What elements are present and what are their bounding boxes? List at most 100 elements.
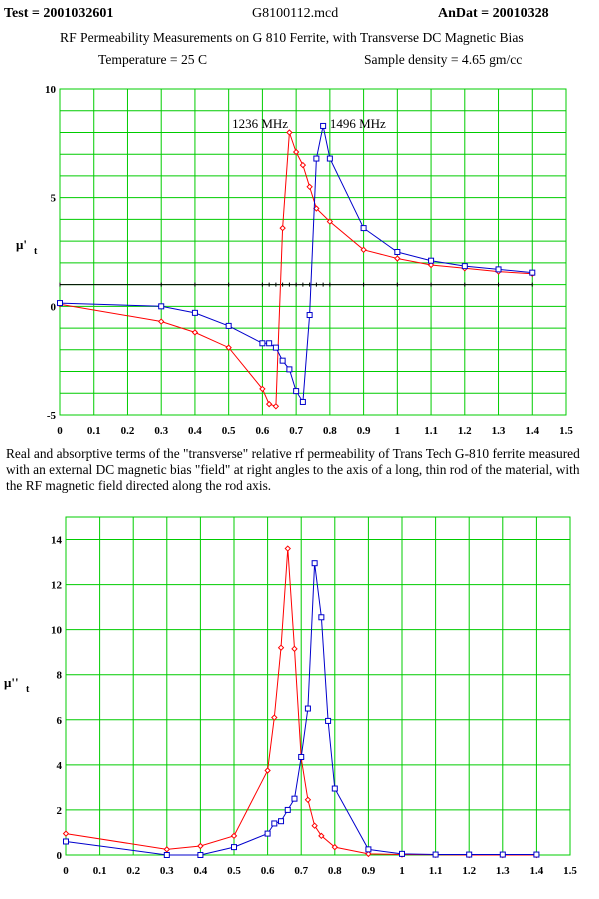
data-point-blue bbox=[284, 806, 291, 813]
data-point-blue bbox=[499, 851, 506, 858]
data-point-blue bbox=[466, 851, 473, 858]
x-tick-label: 1 bbox=[399, 865, 405, 877]
x-tick-label: 0 bbox=[57, 425, 63, 437]
temperature-label: Temperature = 25 C bbox=[98, 52, 208, 67]
y-tick-label: 14 bbox=[51, 535, 63, 547]
data-point-blue bbox=[191, 309, 198, 316]
data-point-red bbox=[157, 318, 165, 325]
density-label: Sample density = 4.65 gm/cc bbox=[364, 52, 523, 67]
y-tick-label: 12 bbox=[51, 580, 63, 592]
y-axis-label: μ' bbox=[16, 237, 27, 252]
x-tick-label: 0.5 bbox=[222, 425, 236, 437]
data-point-red bbox=[265, 400, 273, 408]
data-point-blue bbox=[360, 225, 367, 232]
test-id: Test = 2001032601 bbox=[4, 6, 114, 21]
data-point-blue bbox=[399, 850, 405, 857]
data-point-blue bbox=[331, 785, 338, 792]
data-point-blue bbox=[495, 266, 502, 273]
data-point-blue bbox=[266, 340, 273, 347]
data-point-red bbox=[264, 767, 271, 774]
data-point-blue bbox=[231, 844, 237, 851]
data-point-red bbox=[331, 843, 339, 851]
data-point-blue bbox=[271, 820, 278, 827]
data-point-blue bbox=[313, 155, 320, 162]
data-point-red bbox=[286, 129, 293, 136]
x-tick-label: 1 bbox=[395, 425, 401, 437]
data-point-red bbox=[360, 246, 367, 254]
data-point-red bbox=[427, 261, 435, 269]
data-point-red bbox=[299, 161, 307, 169]
figure-caption: Real and absorptive terms of the "transv… bbox=[6, 446, 580, 493]
x-tick-label: 1.1 bbox=[429, 865, 443, 877]
data-point-blue bbox=[293, 388, 300, 395]
x-tick-label: 0.6 bbox=[261, 865, 275, 877]
data-point-blue bbox=[318, 614, 325, 621]
data-point-red bbox=[62, 830, 70, 837]
x-tick-label: 0.6 bbox=[256, 425, 270, 437]
peak-annotation: 1496 MHz bbox=[330, 116, 386, 131]
data-point-blue bbox=[158, 303, 165, 310]
data-point-red bbox=[318, 832, 325, 840]
data-point-red bbox=[277, 644, 285, 651]
x-tick-label: 0.4 bbox=[194, 865, 208, 877]
data-point-red bbox=[365, 850, 372, 858]
data-point-red bbox=[163, 846, 171, 853]
data-point-red bbox=[191, 329, 199, 336]
peak-annotation: 1236 MHz bbox=[232, 116, 288, 131]
x-tick-label: 0.1 bbox=[93, 865, 107, 877]
x-tick-label: 1.3 bbox=[492, 425, 506, 437]
x-tick-label: 1.4 bbox=[530, 865, 544, 877]
file-name: G8100112.mcd bbox=[252, 6, 339, 21]
data-point-blue bbox=[428, 257, 435, 264]
page-title: RF Permeability Measurements on G 810 Fe… bbox=[60, 30, 524, 45]
data-point-blue bbox=[326, 155, 333, 162]
x-tick-label: 0.9 bbox=[357, 425, 371, 437]
data-point-red bbox=[304, 796, 312, 804]
data-point-blue bbox=[311, 560, 318, 567]
y-tick-label: 2 bbox=[57, 805, 63, 817]
data-point-red bbox=[259, 385, 266, 393]
data-point-blue bbox=[259, 340, 266, 347]
data-point-blue bbox=[272, 344, 279, 351]
data-point-red bbox=[197, 842, 204, 850]
x-tick-label: 0.8 bbox=[328, 865, 342, 877]
data-point-blue bbox=[432, 851, 439, 858]
data-point-blue bbox=[279, 357, 286, 364]
y-tick-label: 0 bbox=[57, 850, 63, 862]
series-red-line bbox=[59, 132, 533, 407]
data-point-red bbox=[271, 714, 278, 721]
y-tick-label: 8 bbox=[57, 670, 63, 682]
x-tick-label: 0.3 bbox=[160, 865, 174, 877]
x-tick-label: 1.2 bbox=[458, 425, 472, 437]
data-point-blue bbox=[320, 122, 327, 129]
x-tick-label: 0.2 bbox=[126, 865, 140, 877]
x-tick-label: 1.4 bbox=[525, 425, 539, 437]
data-point-blue bbox=[306, 312, 313, 319]
data-point-red bbox=[272, 403, 280, 410]
data-point-red bbox=[306, 183, 313, 191]
x-tick-label: 0.7 bbox=[294, 865, 308, 877]
y-tick-label: 6 bbox=[57, 715, 63, 727]
data-point-red bbox=[230, 832, 238, 840]
data-point-blue bbox=[394, 249, 401, 255]
data-point-blue bbox=[225, 322, 232, 329]
y-axis-label-subscript: t bbox=[34, 246, 38, 257]
data-point-red bbox=[291, 645, 298, 653]
data-point-blue bbox=[264, 830, 271, 837]
data-point-blue bbox=[57, 300, 63, 307]
plot-frame bbox=[65, 516, 571, 856]
y-axis-label-subscript: t bbox=[26, 684, 30, 695]
data-point-blue bbox=[278, 818, 285, 825]
y-tick-label: 0 bbox=[51, 301, 57, 313]
data-point-blue bbox=[365, 846, 372, 853]
data-point-red bbox=[284, 545, 291, 552]
x-tick-label: 0.5 bbox=[227, 865, 241, 877]
x-tick-label: 0.2 bbox=[121, 425, 135, 437]
data-point-blue bbox=[299, 398, 306, 405]
data-point-blue bbox=[163, 852, 170, 858]
data-point-blue bbox=[63, 838, 69, 845]
data-point-blue bbox=[529, 269, 536, 276]
data-point-blue bbox=[533, 851, 540, 858]
x-tick-label: 0.7 bbox=[289, 425, 303, 437]
